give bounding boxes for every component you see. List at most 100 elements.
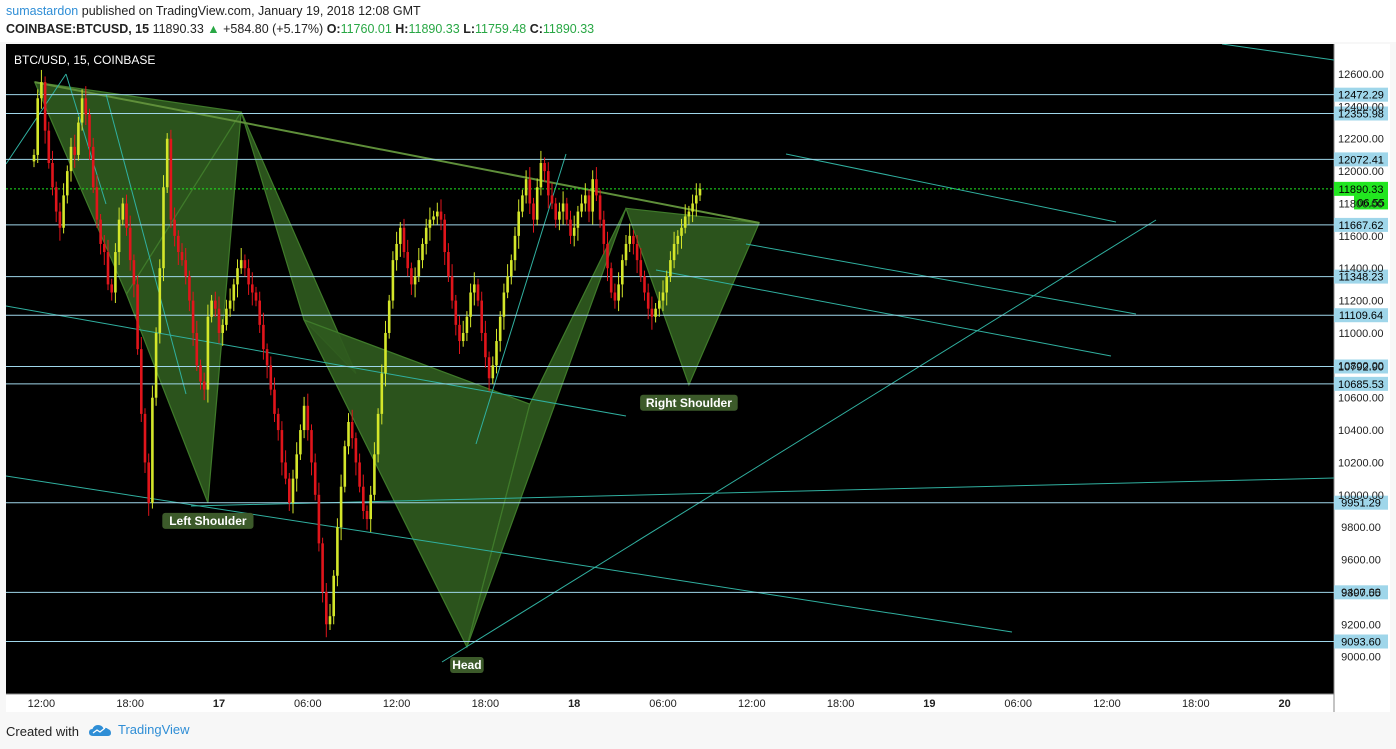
candle-body bbox=[110, 284, 113, 293]
candle-body bbox=[158, 268, 162, 333]
candle-body bbox=[80, 98, 84, 123]
candle-body bbox=[439, 211, 443, 220]
candle-body bbox=[510, 260, 513, 277]
pattern-label-box bbox=[162, 512, 254, 529]
trendline bbox=[5, 475, 1013, 633]
candle-body bbox=[32, 154, 36, 162]
candle-body bbox=[169, 138, 173, 220]
candle-body bbox=[288, 478, 291, 503]
candle-body bbox=[547, 171, 550, 196]
candle-body bbox=[524, 179, 528, 196]
candle-body bbox=[284, 462, 287, 479]
y-tick-label: 12200.00 bbox=[1338, 134, 1384, 146]
candle-body bbox=[206, 316, 210, 390]
candle-body bbox=[313, 462, 317, 495]
candle-body bbox=[195, 332, 199, 366]
trendline bbox=[5, 305, 627, 417]
candle-body bbox=[543, 163, 546, 172]
candle-body bbox=[36, 98, 39, 155]
candle-body bbox=[495, 341, 498, 366]
author-link[interactable]: sumastardon bbox=[6, 4, 79, 18]
candle-body bbox=[180, 252, 184, 261]
candle-body bbox=[473, 284, 476, 293]
x-tick-label: 18 bbox=[568, 698, 580, 710]
candle-body bbox=[661, 292, 665, 301]
candle-body bbox=[598, 195, 602, 220]
candle-body bbox=[476, 284, 480, 301]
candle-body bbox=[432, 216, 435, 220]
pattern-label-box bbox=[640, 394, 738, 411]
candle-body bbox=[550, 195, 554, 204]
level-price-tag bbox=[1334, 376, 1388, 391]
candle-body bbox=[646, 292, 650, 309]
up-arrow-icon: ▲ bbox=[207, 22, 220, 36]
current-price-tag bbox=[1334, 181, 1388, 196]
candle-body bbox=[606, 243, 609, 269]
candle-body bbox=[376, 413, 380, 455]
partial-price-tag bbox=[1354, 195, 1388, 210]
candle-body bbox=[565, 203, 569, 220]
candle-body bbox=[165, 138, 169, 188]
open-label: O: bbox=[326, 22, 341, 36]
candle-body bbox=[443, 219, 446, 253]
trendline bbox=[5, 73, 67, 165]
candle-body bbox=[69, 146, 73, 172]
candle-body bbox=[436, 211, 439, 217]
candle-body bbox=[258, 300, 261, 325]
candle-body bbox=[654, 308, 657, 317]
candle-body bbox=[447, 252, 450, 277]
candle-body bbox=[66, 171, 69, 196]
price-change: +584.80 (+5.17%) bbox=[223, 22, 324, 36]
x-tick-label: 19 bbox=[923, 698, 935, 710]
trendline bbox=[745, 243, 1137, 315]
candle-body bbox=[687, 211, 691, 217]
candle-body bbox=[136, 284, 139, 350]
candle-body bbox=[698, 188, 702, 196]
chart-header: sumastardon published on TradingView.com… bbox=[0, 0, 1396, 42]
y-tick-label: 12000.00 bbox=[1338, 166, 1384, 178]
candle-body bbox=[339, 486, 343, 528]
candle-body bbox=[225, 308, 228, 325]
candle-body bbox=[239, 260, 243, 269]
candle-body bbox=[380, 373, 384, 414]
partial-price-label: 06.55 bbox=[1357, 197, 1385, 209]
candle-body bbox=[262, 324, 265, 350]
candle-body bbox=[43, 82, 47, 131]
level-price-label: 10792.90 bbox=[1338, 361, 1384, 373]
level-price-tag bbox=[1334, 634, 1388, 649]
chart-area[interactable]: 12472.29 12355.98 12072.41 11667.62 11348.23… bbox=[5, 43, 1390, 712]
candle-body bbox=[421, 243, 424, 261]
candle-body bbox=[280, 430, 284, 463]
candle-body bbox=[217, 308, 221, 333]
x-tick-label: 12:00 bbox=[1093, 698, 1121, 710]
candle-body bbox=[387, 300, 391, 333]
x-tick-label: 12:00 bbox=[28, 698, 56, 710]
candle-body bbox=[317, 494, 321, 544]
x-tick-label: 17 bbox=[213, 698, 225, 710]
candle-body bbox=[384, 332, 387, 374]
candle-body bbox=[539, 163, 543, 188]
y-tick-label: 9600.00 bbox=[1341, 555, 1381, 567]
candle-body bbox=[580, 203, 583, 212]
neckline bbox=[34, 81, 760, 224]
pattern-label-box bbox=[450, 656, 484, 673]
last-price: 11890.33 bbox=[152, 22, 204, 36]
candle-body bbox=[247, 268, 250, 285]
tradingview-brand[interactable]: TradingView bbox=[88, 722, 190, 737]
level-price-tag bbox=[1334, 106, 1388, 121]
y-tick-label: 10400.00 bbox=[1338, 425, 1384, 437]
candle-body bbox=[202, 381, 206, 390]
x-tick-label: 06:00 bbox=[1004, 698, 1032, 710]
candle-body bbox=[672, 243, 676, 261]
candle-body bbox=[88, 114, 91, 147]
price-chart[interactable]: 12472.29 12355.98 12072.41 11667.62 11348.23… bbox=[5, 43, 1390, 712]
x-tick-label: 06:00 bbox=[294, 698, 322, 710]
high-label: H: bbox=[395, 22, 409, 36]
candle-body bbox=[350, 421, 354, 439]
candle-body bbox=[269, 365, 273, 390]
y-tick-label: 10200.00 bbox=[1338, 457, 1384, 469]
candle-body bbox=[188, 276, 191, 301]
level-price-tag bbox=[1334, 87, 1388, 102]
candle-body bbox=[513, 235, 517, 261]
candle-body bbox=[521, 195, 524, 212]
